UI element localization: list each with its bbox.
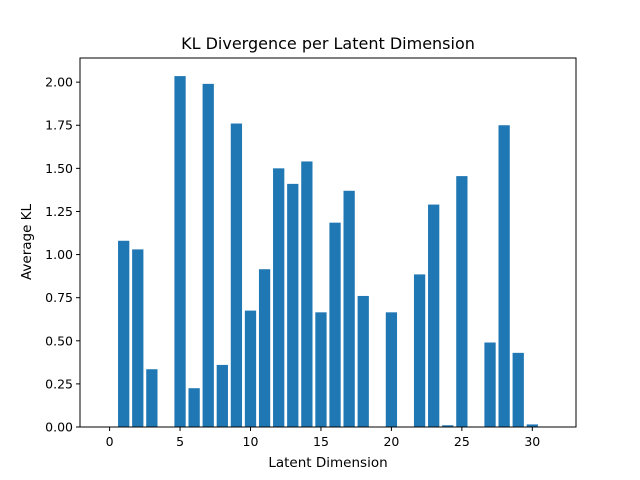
- bar-dim-5: [174, 76, 186, 428]
- bar-dim-14: [301, 161, 313, 427]
- bar-dim-22: [413, 274, 426, 427]
- bar-dim-3: [146, 369, 158, 427]
- bar-dim-8: [216, 364, 228, 427]
- bar-dim-25: [456, 176, 468, 427]
- x-tick-label: 20: [383, 434, 399, 449]
- bar-dim-9: [230, 123, 243, 427]
- bar-dim-17: [343, 190, 355, 427]
- bar-dim-16: [329, 222, 341, 427]
- y-axis-label: Average KL: [19, 203, 35, 280]
- bar-dim-11: [258, 269, 271, 427]
- bar-dim-7: [202, 83, 214, 427]
- bar-dim-1: [118, 240, 130, 427]
- y-tick-label: 1.75: [45, 118, 73, 133]
- bar-dim-12: [273, 168, 285, 427]
- y-tick-label: 1.50: [45, 161, 73, 176]
- x-tick-label: 10: [243, 434, 259, 449]
- bar-dim-24: [442, 425, 454, 427]
- bar-dim-13: [287, 183, 299, 427]
- bar-dim-15: [315, 312, 327, 427]
- bar-dim-23: [428, 204, 440, 427]
- bar-dim-30: [526, 424, 538, 427]
- chart-title: KL Divergence per Latent Dimension: [181, 34, 475, 53]
- y-tick-label: 0.00: [45, 420, 73, 435]
- bar-dim-27: [484, 342, 496, 427]
- x-axis-ticks: 0 5 10 15 20 25 30: [106, 427, 540, 449]
- y-tick-label: 1.25: [45, 204, 73, 219]
- y-tick-label: 1.00: [45, 247, 73, 262]
- plot-area-frame: [79, 57, 577, 428]
- x-tick-label: 15: [313, 434, 329, 449]
- y-tick-label: 0.25: [45, 376, 73, 391]
- bar-dim-10: [244, 310, 257, 427]
- y-tick-label: 2.00: [45, 75, 73, 90]
- x-tick-label: 30: [524, 434, 540, 449]
- y-axis-ticks: 0.00 0.25 0.50 0.75 1.00 1.25 1.50 1.75 2.00: [45, 75, 80, 435]
- y-tick-label: 0.75: [45, 290, 73, 305]
- bars-group: [118, 76, 538, 428]
- bar-dim-2: [132, 249, 144, 427]
- y-tick-label: 0.50: [45, 333, 73, 348]
- bar-dim-28: [498, 125, 510, 427]
- bar-dim-29: [512, 352, 524, 427]
- bar-dim-18: [357, 295, 369, 427]
- x-tick-label: 0: [106, 434, 114, 449]
- bar-dim-20: [385, 312, 398, 427]
- bar-dim-6: [188, 388, 200, 427]
- x-tick-label: 5: [176, 434, 184, 449]
- x-axis-label: Latent Dimension: [268, 455, 387, 471]
- x-tick-label: 25: [454, 434, 470, 449]
